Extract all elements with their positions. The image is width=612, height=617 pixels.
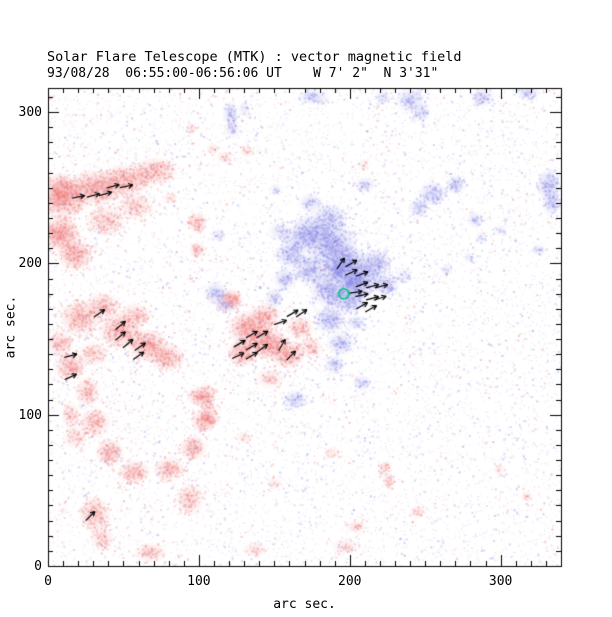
y-tick-label: 0	[34, 559, 42, 574]
chart-subtitle: 93/08/28 06:55:00-06:56:06 UT W 7' 2" N …	[47, 66, 439, 81]
chart-title: Solar Flare Telescope (MTK) : vector mag…	[47, 49, 462, 65]
x-axis-label: arc sec.	[273, 597, 336, 612]
y-tick-label: 300	[18, 105, 42, 121]
x-tick-label: 300	[488, 574, 513, 589]
x-tick-label: 200	[338, 574, 362, 589]
y-axis-label: arc sec.	[3, 295, 19, 359]
y-tick-label: 200	[18, 256, 42, 272]
x-tick-label: 0	[44, 574, 52, 589]
y-tick-label: 100	[18, 407, 42, 423]
x-tick-label: 100	[187, 574, 211, 589]
